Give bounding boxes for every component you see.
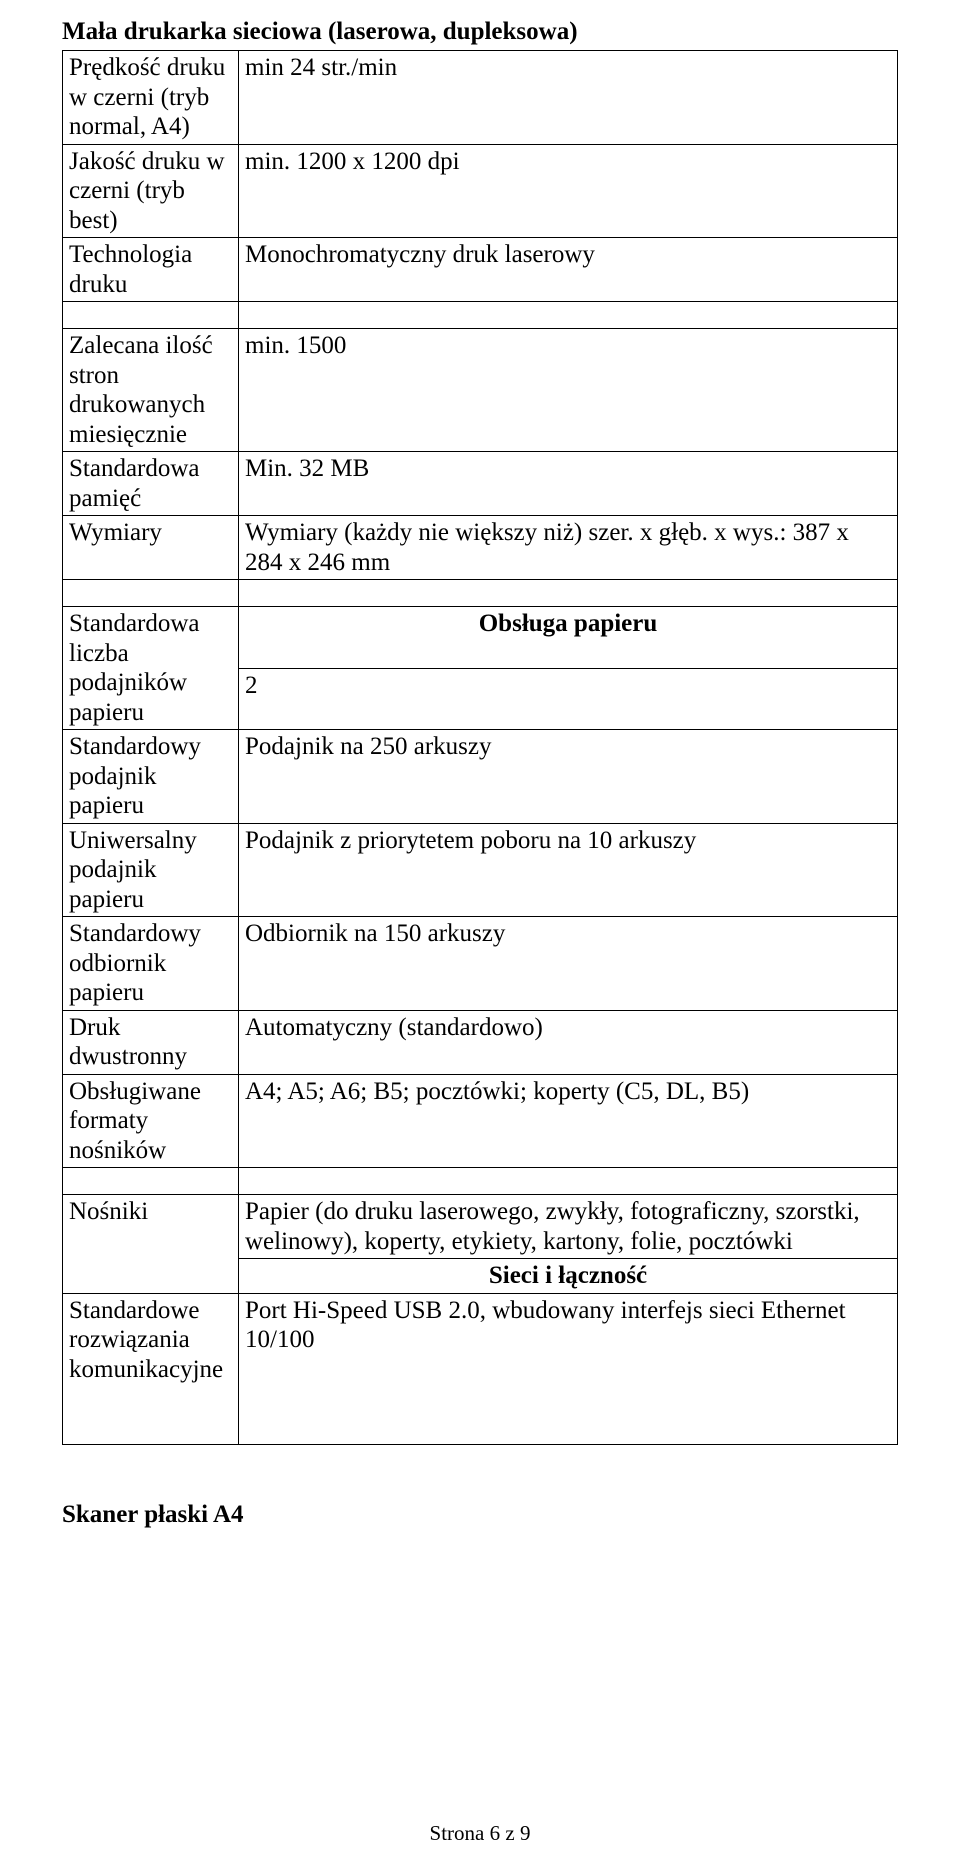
spec-value: Port Hi-Speed USB 2.0, wbudowany interfe… — [239, 1293, 898, 1445]
spec-label: Standardowa pamięć — [63, 452, 239, 516]
spacer-cell — [63, 302, 239, 329]
spec-label: Technologia druku — [63, 238, 239, 302]
spec-label: Jakość druku w czerni (tryb best) — [63, 144, 239, 238]
spec-label: Uniwersalny podajnik papieru — [63, 823, 239, 917]
table-row: Druk dwustronny Automatyczny (standardow… — [63, 1010, 898, 1074]
table-row: Obsługiwane formaty nośników A4; A5; A6;… — [63, 1074, 898, 1168]
spec-value: 2 — [239, 668, 898, 730]
section-header: Obsługa papieru — [239, 607, 898, 669]
spacer-cell — [239, 1168, 898, 1195]
spec-value: Papier (do druku laserowego, zwykły, fot… — [239, 1195, 898, 1259]
table-spacer-row — [63, 1168, 898, 1195]
table-row: Uniwersalny podajnik papieru Podajnik z … — [63, 823, 898, 917]
spec-label: Druk dwustronny — [63, 1010, 239, 1074]
table-row: Standardowy odbiornik papieru Odbiornik … — [63, 917, 898, 1011]
spec-value: min. 1500 — [239, 329, 898, 452]
spacer-cell — [63, 1168, 239, 1195]
page: Mała drukarka sieciowa (laserowa, duplek… — [0, 0, 960, 1854]
table-row: Prędkość druku w czerni (tryb normal, A4… — [63, 51, 898, 145]
spec-value: A4; A5; A6; B5; pocztówki; koperty (C5, … — [239, 1074, 898, 1168]
spec-value: Monochromatyczny druk laserowy — [239, 238, 898, 302]
spec-value: Min. 32 MB — [239, 452, 898, 516]
spacer-cell — [63, 580, 239, 607]
spacer-cell — [239, 580, 898, 607]
spec-label: Standardowa liczba podajników papieru — [63, 607, 239, 730]
spec-value: min. 1200 x 1200 dpi — [239, 144, 898, 238]
spec-label: Standardowy odbiornik papieru — [63, 917, 239, 1011]
spec-value: Podajnik z priorytetem poboru na 10 arku… — [239, 823, 898, 917]
table-row: Zalecana ilość stron drukowanych miesięc… — [63, 329, 898, 452]
spacer-cell — [239, 302, 898, 329]
table-row: Jakość druku w czerni (tryb best) min. 1… — [63, 144, 898, 238]
spec-label: Zalecana ilość stron drukowanych miesięc… — [63, 329, 239, 452]
spec-label: Nośniki — [63, 1195, 239, 1294]
spec-value: Automatyczny (standardowo) — [239, 1010, 898, 1074]
spec-table: Prędkość druku w czerni (tryb normal, A4… — [62, 50, 898, 1445]
spec-label: Wymiary — [63, 516, 239, 580]
page-title: Mała drukarka sieciowa (laserowa, duplek… — [62, 18, 898, 46]
table-spacer-row — [63, 302, 898, 329]
spec-label: Standardowy podajnik papieru — [63, 730, 239, 824]
section-header: Sieci i łączność — [239, 1259, 898, 1294]
spec-value: min 24 str./min — [239, 51, 898, 145]
table-row: Wymiary Wymiary (każdy nie większy niż) … — [63, 516, 898, 580]
spec-value: Podajnik na 250 arkuszy — [239, 730, 898, 824]
table-spacer-row — [63, 580, 898, 607]
table-row: Standardowa liczba podajników papieru Ob… — [63, 607, 898, 669]
table-row: Standardowe rozwiązania komunikacyjne Po… — [63, 1293, 898, 1445]
spec-value: Wymiary (każdy nie większy niż) szer. x … — [239, 516, 898, 580]
table-row: Nośniki Papier (do druku laserowego, zwy… — [63, 1195, 898, 1259]
spec-label: Prędkość druku w czerni (tryb normal, A4… — [63, 51, 239, 145]
spec-label: Standardowe rozwiązania komunikacyjne — [63, 1293, 239, 1445]
table-row: Standardowy podajnik papieru Podajnik na… — [63, 730, 898, 824]
spec-value: Odbiornik na 150 arkuszy — [239, 917, 898, 1011]
spec-label: Obsługiwane formaty nośników — [63, 1074, 239, 1168]
page-footer: Strona 6 z 9 — [0, 1821, 960, 1846]
table-row: Standardowa pamięć Min. 32 MB — [63, 452, 898, 516]
table-row: Technologia druku Monochromatyczny druk … — [63, 238, 898, 302]
subsection-heading: Skaner płaski A4 — [62, 1501, 898, 1529]
